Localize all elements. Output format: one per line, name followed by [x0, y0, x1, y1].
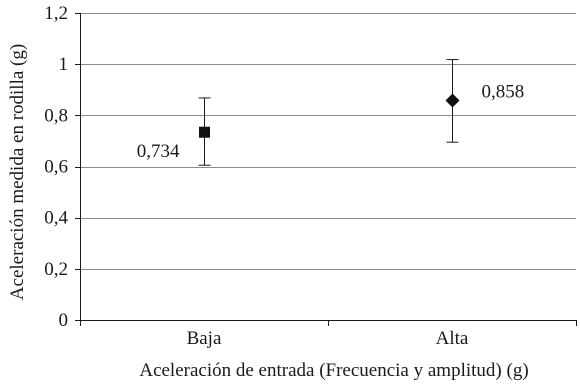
gridlines	[80, 13, 576, 270]
x-category-label: Alta	[436, 328, 469, 349]
data-point-diamond	[445, 93, 460, 108]
y-tick-label: 0	[59, 310, 69, 331]
y-tick-label: 0,8	[44, 105, 68, 126]
data-point-square	[199, 126, 210, 138]
axes	[75, 13, 577, 326]
x-category-labels: Baja Alta	[187, 328, 469, 349]
y-axis-title: Aceleración medida en rodilla (g)	[7, 44, 28, 300]
y-tick-labels: 0 0,2 0,4 0,6 0,8 1 1,2	[44, 3, 68, 331]
y-tick-label: 0,6	[44, 157, 68, 178]
y-tick-label: 0,2	[44, 259, 68, 280]
data-points: 0,734 0,858	[137, 59, 525, 166]
y-tick-label: 0,4	[44, 208, 68, 229]
data-label: 0,734	[137, 141, 180, 162]
data-label: 0,858	[482, 81, 525, 102]
x-axis-title: Aceleración de entrada (Frecuencia y amp…	[139, 360, 528, 381]
x-category-label: Baja	[187, 328, 222, 349]
y-tick-label: 1,2	[44, 3, 68, 24]
y-tick-label: 1	[59, 54, 69, 75]
